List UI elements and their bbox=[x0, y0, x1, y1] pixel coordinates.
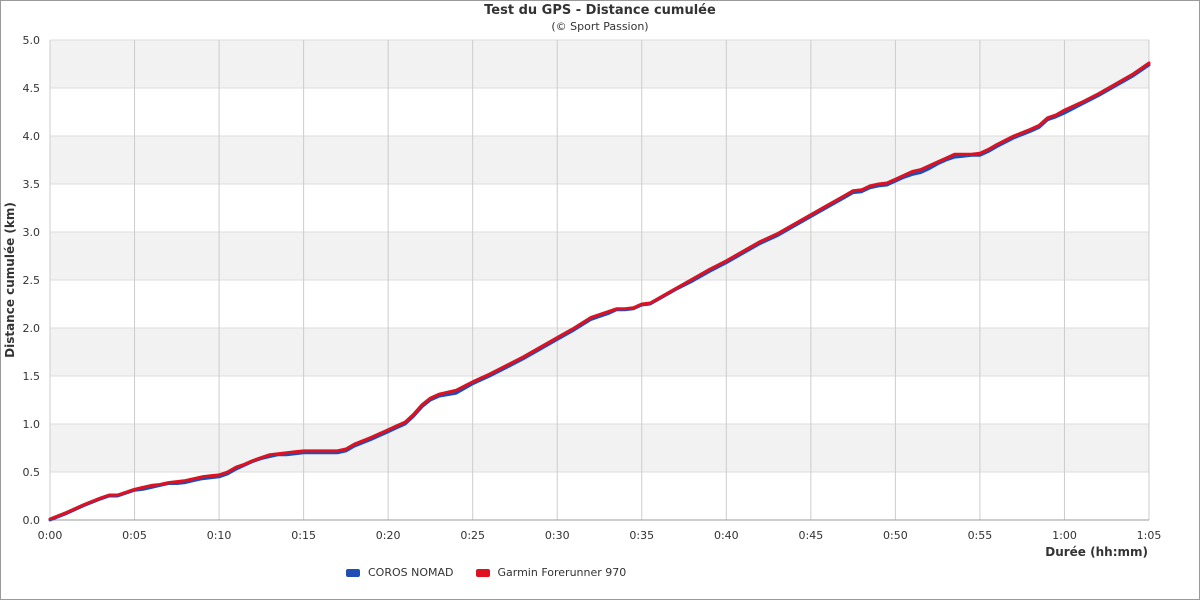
y-tick-label: 2.5 bbox=[23, 274, 41, 287]
series-line-coros bbox=[48, 63, 1151, 522]
x-tick-label: 1:00 bbox=[1052, 529, 1077, 542]
legend-label-coros: COROS NOMAD bbox=[368, 566, 454, 579]
series-lines bbox=[48, 61, 1151, 522]
x-tick-labels: 0:00 0:05 0:10 0:15 0:20 0:25 0:30 0:35 0:40 0:45… bbox=[38, 529, 1162, 542]
legend-item-garmin[interactable]: Garmin Forerunner 970 bbox=[475, 566, 627, 579]
legend-swatch-coros bbox=[346, 568, 360, 577]
plot-band bbox=[50, 280, 1149, 328]
legend-swatch-garmin bbox=[475, 568, 490, 577]
plot-band bbox=[50, 184, 1149, 232]
x-tick-label: 0:30 bbox=[545, 529, 570, 542]
x-tick-label: 0:40 bbox=[714, 529, 739, 542]
y-tick-label: 3.5 bbox=[23, 178, 41, 191]
plot-band bbox=[50, 232, 1149, 280]
x-tick-label: 0:50 bbox=[883, 529, 908, 542]
y-tick-label: 4.0 bbox=[23, 130, 41, 143]
y-tick-label: 2.0 bbox=[23, 322, 41, 335]
x-axis-title: Durée (hh:mm) bbox=[1045, 545, 1148, 559]
legend-item-coros[interactable]: COROS NOMAD bbox=[346, 566, 454, 579]
x-tick-label: 0:45 bbox=[798, 529, 823, 542]
y-tick-label: 1.0 bbox=[23, 418, 41, 431]
y-axis-title: Distance cumulée (km) bbox=[3, 202, 17, 358]
y-tick-label: 0.5 bbox=[23, 466, 41, 479]
series-line-garmin bbox=[48, 61, 1151, 521]
y-tick-label: 3.0 bbox=[23, 226, 41, 239]
plot-band bbox=[50, 88, 1149, 136]
y-tick-label: 5.0 bbox=[23, 34, 41, 47]
plot-band bbox=[50, 424, 1149, 472]
plot-band bbox=[50, 328, 1149, 376]
plot-band bbox=[50, 472, 1149, 520]
legend-label-garmin: Garmin Forerunner 970 bbox=[497, 566, 627, 579]
x-tick-label: 0:00 bbox=[38, 529, 63, 542]
plot-band bbox=[50, 136, 1149, 184]
y-tick-label: 4.5 bbox=[23, 82, 41, 95]
chart-title: Test du GPS - Distance cumulée bbox=[484, 3, 716, 18]
plot-band bbox=[50, 40, 1149, 88]
legend: COROS NOMAD Garmin Forerunner 970 bbox=[346, 566, 648, 579]
y-tick-label: 0.0 bbox=[23, 514, 41, 527]
plot-bands bbox=[50, 40, 1149, 520]
x-tick-label: 0:20 bbox=[376, 529, 401, 542]
x-tick-label: 0:25 bbox=[460, 529, 485, 542]
y-tick-label: 1.5 bbox=[23, 370, 41, 383]
chart-subtitle: (© Sport Passion) bbox=[551, 20, 649, 33]
plot-band bbox=[50, 376, 1149, 424]
x-tick-label: 1:05 bbox=[1137, 529, 1162, 542]
x-tick-label: 0:35 bbox=[629, 529, 654, 542]
x-tick-label: 0:55 bbox=[968, 529, 993, 542]
x-tick-label: 0:05 bbox=[122, 529, 147, 542]
x-tick-label: 0:15 bbox=[291, 529, 316, 542]
x-tick-label: 0:10 bbox=[207, 529, 232, 542]
y-tick-labels: 0.0 0.5 1.0 1.5 2.0 2.5 3.0 3.5 4.0 4.5 5.0 bbox=[23, 34, 41, 527]
